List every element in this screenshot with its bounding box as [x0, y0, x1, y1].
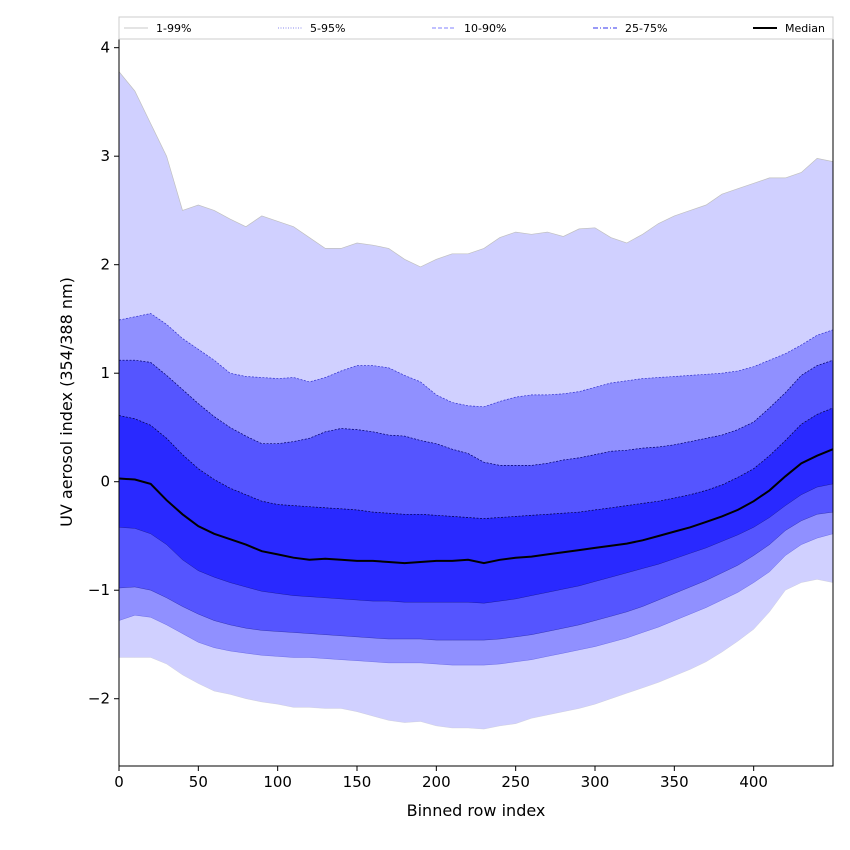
legend-item-5-95%: 5-95%	[278, 22, 345, 35]
x-tick-label: 350	[660, 773, 689, 791]
legend-label: 10-90%	[464, 22, 506, 35]
x-tick-label: 250	[501, 773, 530, 791]
legend-box	[118, 16, 834, 40]
x-axis-ticks: 0 50 100 150 200 250 300 350 400	[114, 766, 768, 791]
band-lower-edge-10-90%	[118, 511, 834, 641]
legend: 1-99% 5-95% 10-90% 25-75% Median	[118, 16, 834, 40]
x-tick-label: 0	[114, 773, 124, 791]
x-tick-label: 300	[581, 773, 610, 791]
x-tick-label: 200	[422, 773, 451, 791]
y-tick-label: −2	[88, 690, 110, 708]
legend-label: 1-99%	[156, 22, 191, 35]
x-tick-label: 50	[189, 773, 208, 791]
band-upper-edge-25-75%	[118, 407, 834, 519]
y-tick-label: −1	[88, 581, 110, 599]
x-tick-label: 150	[343, 773, 372, 791]
x-tick-label: 400	[739, 773, 768, 791]
legend-item-Median: Median	[753, 22, 825, 35]
y-axis-label: UV aerosol index (354/388 nm)	[57, 277, 76, 527]
band-25-75%	[119, 407, 833, 604]
legend-item-1-99%: 1-99%	[124, 22, 191, 35]
band-upper-edge-10-90%	[119, 359, 834, 466]
x-axis-label: Binned row index	[407, 801, 546, 820]
band-lower-edge-5-95%	[118, 533, 834, 666]
chart-bands	[118, 71, 834, 730]
y-tick-label: 1	[100, 364, 110, 382]
y-tick-label: 3	[100, 147, 110, 165]
legend-item-10-90%: 10-90%	[432, 22, 506, 35]
band-lower-edge-25-75%	[118, 483, 834, 604]
y-axis-ticks: −2 −1 0 1 2 3 4	[88, 39, 119, 708]
median-layer	[118, 448, 834, 565]
legend-label: 25-75%	[625, 22, 667, 35]
legend-items: 1-99% 5-95% 10-90% 25-75% Median	[124, 22, 825, 35]
median-line	[118, 448, 834, 565]
x-tick-label: 100	[263, 773, 292, 791]
legend-label: Median	[785, 22, 825, 35]
y-tick-label: 2	[100, 256, 110, 274]
band-lower-edge-1-99%	[119, 579, 834, 730]
legend-item-25-75%: 25-75%	[593, 22, 667, 35]
y-tick-label: 4	[100, 39, 110, 57]
legend-label: 5-95%	[310, 22, 345, 35]
y-tick-label: 0	[100, 473, 110, 491]
band-upper-edge-1-99%	[118, 71, 834, 268]
